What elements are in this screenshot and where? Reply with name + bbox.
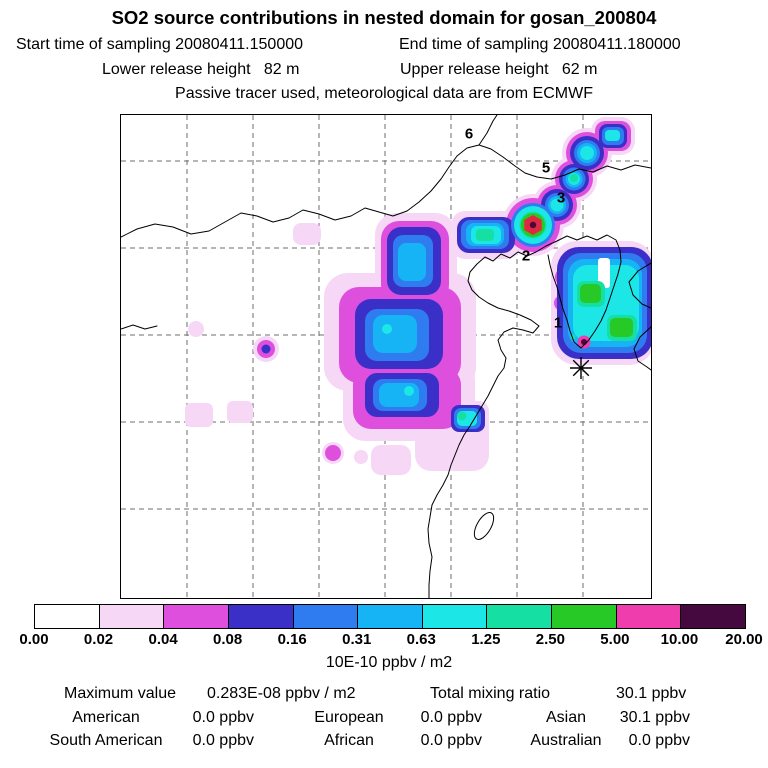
colorbar-tick-label: 0.63 bbox=[406, 631, 436, 648]
concentration-field bbox=[185, 117, 651, 475]
maximum-value: 0.283E-08 ppbv / m2 bbox=[207, 685, 356, 702]
colorbar-tick-label: 0.00 bbox=[19, 631, 49, 648]
colorbar-tick-label: 0.31 bbox=[342, 631, 372, 648]
colorbar-segment bbox=[680, 605, 746, 628]
coastlines bbox=[121, 115, 651, 598]
region-value: 0.0 ppbv bbox=[628, 732, 690, 749]
trajectory-point-label: 1 bbox=[553, 314, 563, 332]
map-canvas bbox=[121, 115, 651, 598]
region-value: 30.1 ppbv bbox=[619, 709, 690, 726]
receptor-asterisk-marker bbox=[570, 357, 592, 379]
region-name: African bbox=[324, 732, 374, 749]
trajectory-point-label: 6 bbox=[464, 125, 474, 143]
colorbar-tick-label: 0.16 bbox=[277, 631, 307, 648]
colorbar-tick-label: 20.00 bbox=[725, 631, 763, 648]
taiwan-island bbox=[473, 512, 495, 540]
trajectory-point-label: 5 bbox=[541, 159, 551, 177]
total-mixing-ratio-value: 30.1 ppbv bbox=[616, 685, 687, 702]
colorbar-tick-label: 0.02 bbox=[83, 631, 114, 648]
region-value: 0.0 ppbv bbox=[192, 732, 254, 749]
region-name: Asian bbox=[545, 709, 587, 726]
trajectory-point-label: 2 bbox=[521, 247, 531, 265]
colorbar bbox=[34, 604, 746, 629]
colorbar-ticks: 0.00 0.02 0.04 0.08 0.16 0.31 0.63 1.25 2.50 5.00… bbox=[19, 631, 762, 649]
region-name: South American bbox=[49, 732, 163, 749]
colorbar-segment bbox=[421, 605, 487, 628]
colorbar-tick-label: 0.08 bbox=[213, 631, 243, 648]
end-time-text: End time of sampling 20080411.180000 bbox=[399, 36, 681, 53]
tracer-info-text: Passive tracer used, meteorological data… bbox=[175, 85, 593, 102]
colorbar-segment bbox=[486, 605, 552, 628]
colorbar-tick-label: 2.50 bbox=[535, 631, 565, 648]
region-name: European bbox=[314, 709, 384, 726]
total-mixing-ratio-label: Total mixing ratio bbox=[430, 685, 551, 702]
colorbar-units-label: 10E-10 ppbv / m2 bbox=[325, 654, 453, 671]
upper-release-height-text: Upper release height 62 m bbox=[400, 61, 598, 78]
region-value: 0.0 ppbv bbox=[420, 709, 482, 726]
figure-title: SO2 source contributions in nested domai… bbox=[111, 7, 657, 28]
maximum-value-label: Maximum value bbox=[64, 685, 177, 702]
colorbar-segment bbox=[292, 605, 358, 628]
colorbar-segment bbox=[551, 605, 616, 628]
colorbar-segment bbox=[357, 605, 422, 628]
lower-release-height-text: Lower release height 82 m bbox=[102, 61, 300, 78]
region-value: 0.0 ppbv bbox=[420, 732, 482, 749]
colorbar-segment bbox=[227, 605, 293, 628]
colorbar-segment bbox=[98, 605, 164, 628]
colorbar-segment bbox=[615, 605, 681, 628]
region-name: Australian bbox=[530, 732, 602, 749]
colorbar-tick-label: 0.04 bbox=[148, 631, 178, 648]
colorbar-segment bbox=[35, 605, 99, 628]
start-time-text: Start time of sampling 20080411.150000 bbox=[16, 36, 304, 53]
region-name: American bbox=[72, 709, 140, 726]
colorbar-tick-label: 10.00 bbox=[660, 631, 699, 648]
colorbar-tick-label: 1.25 bbox=[471, 631, 501, 648]
colorbar-tick-label: 5.00 bbox=[600, 631, 630, 648]
region-stats: American 0.0 ppbv European 0.0 ppbv Asian 30.… bbox=[0, 709, 768, 757]
trajectory-point-label: 3 bbox=[556, 189, 566, 207]
colorbar-segment bbox=[163, 605, 228, 628]
region-value: 0.0 ppbv bbox=[192, 709, 254, 726]
